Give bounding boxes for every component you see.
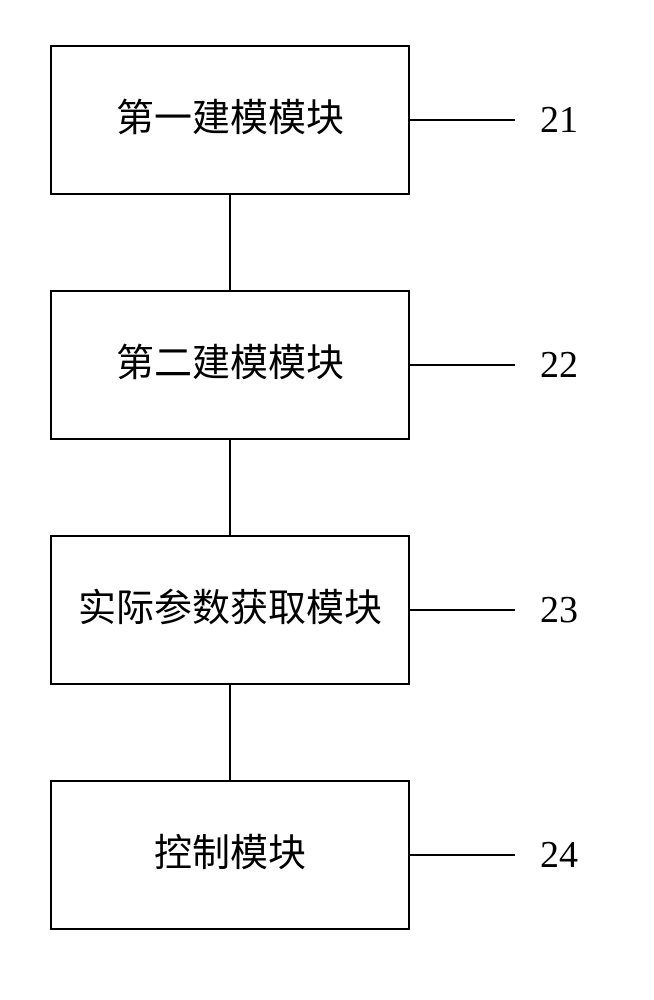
connector-1-2 bbox=[229, 195, 231, 290]
flowchart-node-2: 第二建模模块 bbox=[50, 290, 410, 440]
label-line-4 bbox=[410, 854, 515, 856]
label-line-2 bbox=[410, 364, 515, 366]
node-2-label: 第二建模模块 bbox=[116, 342, 344, 388]
node-2-number: 22 bbox=[540, 343, 578, 387]
connector-2-3 bbox=[229, 440, 231, 535]
node-4-number: 24 bbox=[540, 833, 578, 877]
label-line-3 bbox=[410, 609, 515, 611]
node-3-label: 实际参数获取模块 bbox=[78, 587, 382, 633]
flowchart-node-3: 实际参数获取模块 bbox=[50, 535, 410, 685]
flowchart-node-1: 第一建模模块 bbox=[50, 45, 410, 195]
node-4-label: 控制模块 bbox=[154, 832, 306, 878]
label-line-1 bbox=[410, 119, 515, 121]
node-1-number: 21 bbox=[540, 98, 578, 142]
connector-3-4 bbox=[229, 685, 231, 780]
node-3-number: 23 bbox=[540, 588, 578, 632]
flowchart-node-4: 控制模块 bbox=[50, 780, 410, 930]
node-1-label: 第一建模模块 bbox=[116, 97, 344, 143]
